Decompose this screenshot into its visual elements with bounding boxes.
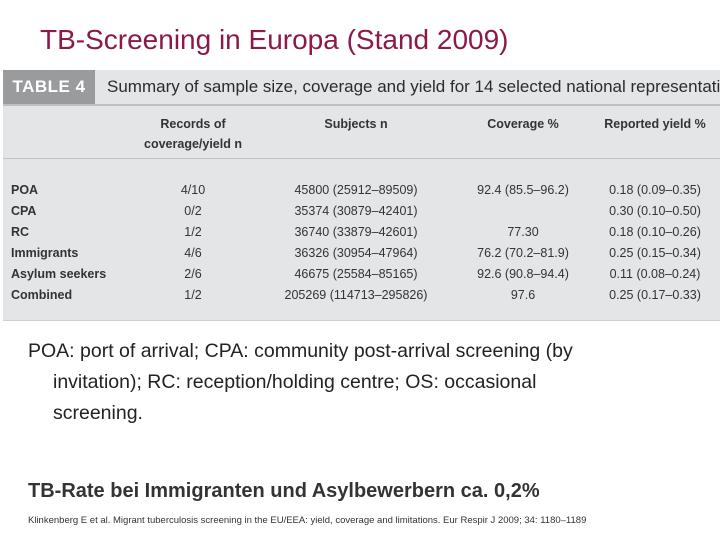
cell-records: 4/6	[184, 246, 202, 260]
table-image: TABLE 4 Summary of sample size, coverage…	[3, 70, 720, 321]
header-coverage: Coverage %	[487, 117, 559, 131]
row-label: Immigrants	[11, 246, 79, 260]
cell-records: 1/2	[184, 225, 202, 239]
cell-subjects: 205269 (114713–295826)	[284, 288, 428, 302]
cell-yield: 0.18 (0.10–0.26)	[609, 225, 701, 239]
cell-subjects: 46675 (25584–85165)	[294, 267, 418, 281]
divider	[3, 158, 720, 159]
abbreviations-footnote: POA: port of arrival; CPA: community pos…	[28, 336, 688, 429]
slide-title: TB-Screening in Europa (Stand 2009)	[40, 24, 509, 55]
row-label: Combined	[11, 288, 73, 302]
cell-coverage: 92.4 (85.5–96.2)	[477, 183, 569, 197]
row-label: RC	[11, 225, 30, 239]
cell-coverage: 77.30	[507, 225, 539, 239]
cell-yield: 0.30 (0.10–0.50)	[609, 204, 701, 218]
row-label: CPA	[11, 204, 37, 218]
cell-coverage: 76.2 (70.2–81.9)	[477, 246, 569, 260]
divider	[3, 104, 720, 106]
cell-yield: 0.25 (0.17–0.33)	[609, 288, 701, 302]
cell-coverage: 92.6 (90.8–94.4)	[477, 267, 569, 281]
row-label: Asylum seekers	[11, 267, 107, 281]
header-records-line1: Records of	[160, 117, 226, 131]
cell-records: 4/10	[180, 183, 206, 197]
table-label: TABLE 4	[3, 70, 95, 104]
header-records-line2: coverage/yield n	[144, 137, 242, 151]
cell-yield: 0.25 (0.15–0.34)	[609, 246, 701, 260]
cell-subjects: 35374 (30879–42401)	[294, 204, 418, 218]
cell-coverage: 97.6	[510, 288, 536, 302]
row-label: POA	[11, 183, 39, 197]
cell-records: 0/2	[184, 204, 202, 218]
cell-records: 1/2	[184, 288, 202, 302]
citation: Klinkenberg E et al. Migrant tuberculosi…	[28, 515, 587, 526]
footnote-line: invitation); RC: reception/holding centr…	[53, 371, 537, 393]
table-caption: Summary of sample size, coverage and yie…	[107, 77, 720, 96]
cell-subjects: 45800 (25912–89509)	[294, 183, 418, 197]
header-yield: Reported yield %	[604, 117, 706, 131]
conclusion-text: TB-Rate bei Immigranten und Asylbewerber…	[28, 480, 540, 502]
cell-yield: 0.11 (0.08–0.24)	[609, 267, 701, 281]
header-subjects: Subjects n	[324, 117, 388, 131]
cell-subjects: 36740 (33879–42601)	[294, 225, 418, 239]
cell-records: 2/6	[184, 267, 202, 281]
table-caption-bar: TABLE 4 Summary of sample size, coverage…	[3, 70, 720, 104]
footnote-line: screening.	[53, 402, 143, 424]
footnote-line: POA: port of arrival; CPA: community pos…	[28, 340, 573, 362]
cell-subjects: 36326 (30954–47964)	[294, 246, 418, 260]
cell-yield: 0.18 (0.09–0.35)	[609, 183, 701, 197]
